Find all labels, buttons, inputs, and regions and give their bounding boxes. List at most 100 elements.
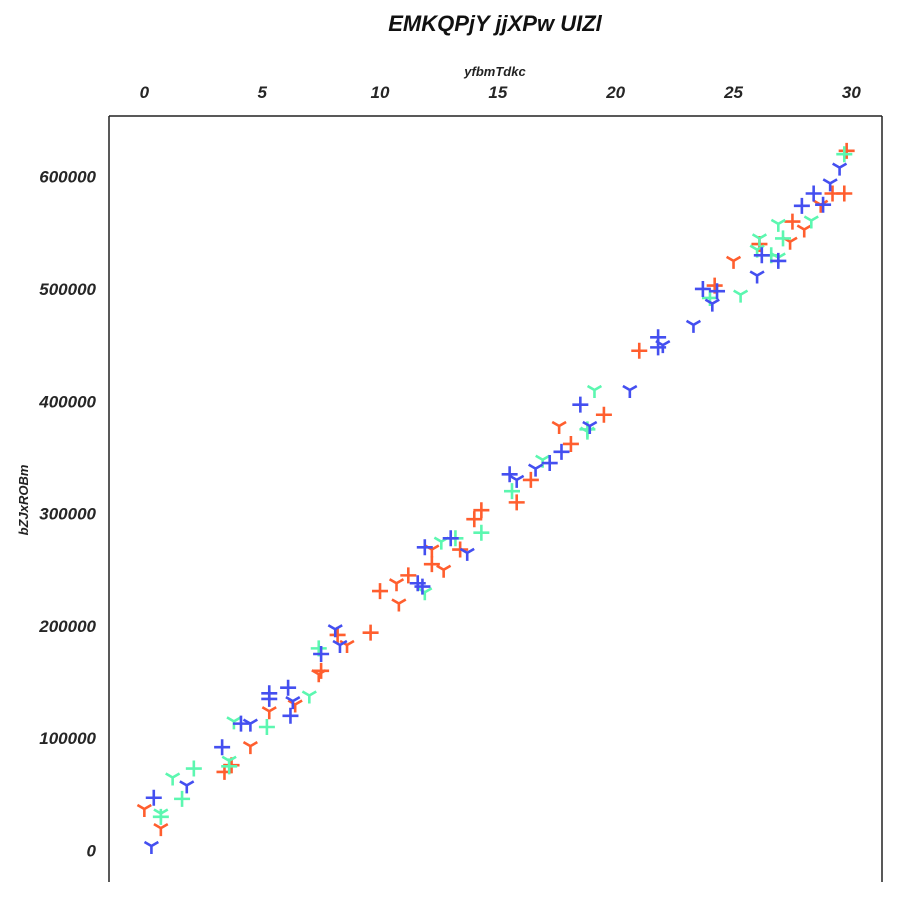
y-tick-label: 100000: [39, 729, 96, 748]
data-point-marker: [551, 420, 567, 434]
data-point-marker: [832, 162, 848, 176]
x-tick-label: 30: [842, 83, 861, 102]
x-axis-label: yfbmTdkc: [463, 64, 526, 79]
y-tick-label: 200000: [38, 617, 96, 636]
data-point-marker: [332, 639, 348, 654]
plot-frame: [108, 115, 883, 882]
data-point-marker: [694, 280, 711, 297]
data-point-marker: [725, 255, 742, 269]
x-tick-label: 25: [723, 83, 743, 102]
data-point-marker: [261, 690, 278, 707]
data-point-marker: [824, 185, 841, 202]
data-point-marker: [459, 547, 475, 561]
data-point-marker: [400, 567, 417, 584]
data-point-marker: [751, 233, 768, 247]
data-point-marker: [165, 772, 181, 786]
data-point-marker: [362, 624, 379, 641]
data-point-marker: [770, 252, 787, 269]
data-point-marker: [473, 502, 490, 519]
chart-title: EMKQPjY jjXPw UIZl: [388, 11, 602, 36]
data-point-marker: [753, 247, 770, 264]
data-point-marker: [805, 185, 822, 202]
data-point-marker: [582, 420, 598, 434]
data-point-marker: [838, 142, 855, 159]
data-point-marker: [775, 230, 792, 247]
data-point-marker: [685, 319, 702, 333]
data-point-marker: [836, 146, 853, 163]
data-point-marker: [709, 283, 726, 300]
data-point-marker: [258, 719, 275, 736]
data-point-marker: [473, 524, 490, 541]
x-tick-label: 15: [488, 83, 507, 102]
x-tick-label: 10: [371, 83, 390, 102]
x-tick-label: 20: [605, 83, 625, 102]
y-tick-label: 600000: [39, 168, 96, 187]
data-point-marker: [466, 511, 483, 528]
y-tick-label: 0: [87, 842, 97, 861]
data-point-marker: [301, 690, 317, 704]
data-point-marker: [280, 679, 297, 696]
data-point-marker: [143, 840, 159, 855]
data-point-marker: [733, 289, 749, 303]
data-point-marker: [179, 780, 195, 794]
data-point-marker: [242, 718, 258, 732]
data-point-marker: [749, 270, 765, 284]
data-point-marker: [391, 598, 407, 612]
data-point-marker: [704, 298, 720, 312]
y-tick-label: 500000: [39, 280, 96, 299]
data-point-marker: [784, 213, 801, 230]
x-tick-label: 5: [257, 83, 267, 102]
x-tick-label: 0: [140, 83, 150, 102]
data-point-marker: [803, 215, 819, 229]
data-point-marker: [436, 564, 452, 578]
data-point-marker: [414, 578, 431, 595]
data-point-marker: [136, 803, 152, 817]
data-point-marker: [813, 199, 829, 213]
data-point-marker: [770, 218, 786, 232]
data-point-marker: [527, 463, 544, 477]
data-point-marker: [416, 539, 433, 556]
data-point-marker: [442, 530, 459, 547]
data-point-marker: [232, 715, 249, 732]
y-tick-label: 300000: [39, 505, 96, 524]
data-point-marker: [622, 384, 638, 399]
data-point-marker: [822, 178, 838, 192]
data-point-marker: [572, 396, 589, 413]
data-point-marker: [501, 466, 518, 483]
data-point-marker: [508, 494, 525, 511]
data-point-marker: [595, 406, 612, 423]
data-point-marker: [311, 669, 327, 683]
data-point-marker: [793, 197, 810, 214]
data-point-marker: [586, 384, 603, 399]
data-point-marker: [261, 706, 277, 720]
data-point-marker: [174, 790, 191, 807]
data-point-marker: [815, 196, 832, 213]
y-tick-label: 400000: [38, 392, 96, 411]
data-point-marker: [242, 740, 258, 755]
data-point-marker: [145, 789, 162, 806]
data-point-marker: [153, 822, 169, 837]
data-point-marker: [372, 583, 389, 600]
data-point-marker: [313, 645, 330, 662]
data-point-marker: [423, 556, 440, 573]
data-point-marker: [221, 758, 238, 775]
data-point-marker: [796, 224, 812, 238]
data-point-marker: [631, 342, 648, 359]
data-point-marker: [282, 707, 299, 724]
data-point-marker: [185, 760, 202, 777]
data-point-marker: [313, 662, 330, 679]
data-point-marker: [327, 624, 343, 638]
data-point-marker: [562, 435, 579, 452]
data-point-marker: [214, 739, 231, 756]
data-point-marker: [417, 587, 433, 601]
data-point-marker: [553, 443, 570, 460]
x-axis-ticks: 0 5 10 15 20 25 30: [140, 83, 862, 102]
data-points: [136, 142, 855, 855]
data-point-marker: [285, 696, 301, 710]
data-point-marker: [541, 455, 558, 472]
data-point-marker: [152, 808, 169, 825]
data-point-marker: [329, 626, 346, 643]
data-point-marker: [522, 471, 539, 488]
data-point-marker: [388, 578, 405, 592]
